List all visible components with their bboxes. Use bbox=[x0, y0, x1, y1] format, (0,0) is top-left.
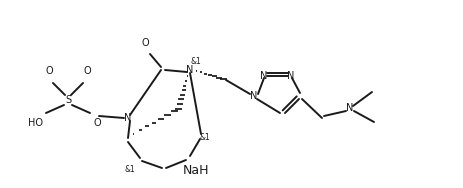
Text: O: O bbox=[141, 38, 149, 48]
Text: N: N bbox=[287, 71, 294, 81]
Text: N: N bbox=[124, 113, 131, 123]
Text: NaH: NaH bbox=[182, 164, 209, 177]
Text: N: N bbox=[345, 103, 353, 113]
Text: N: N bbox=[260, 71, 267, 81]
Text: N: N bbox=[250, 91, 257, 101]
Text: O: O bbox=[83, 66, 91, 76]
Text: N: N bbox=[186, 65, 193, 75]
Text: HO: HO bbox=[28, 118, 44, 128]
Text: &1: &1 bbox=[190, 58, 201, 67]
Text: &1: &1 bbox=[125, 165, 135, 174]
Text: O: O bbox=[93, 118, 100, 128]
Text: &1: &1 bbox=[199, 133, 210, 143]
Text: O: O bbox=[45, 66, 53, 76]
Text: S: S bbox=[65, 95, 71, 105]
